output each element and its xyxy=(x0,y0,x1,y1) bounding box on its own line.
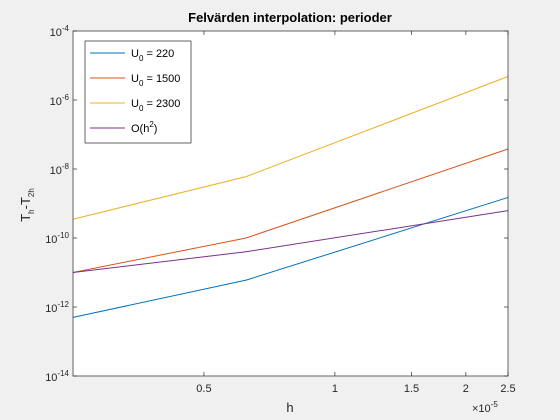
x-tick-label-1: 1 xyxy=(332,383,338,395)
legend-label-2: U0 = 2300 xyxy=(131,98,180,113)
legend-label-3: O(h2) xyxy=(131,120,157,135)
legend-label-0: U0 = 220 xyxy=(131,48,174,63)
legend-box xyxy=(84,40,192,144)
y-tick-label-4: 10-6 xyxy=(50,93,70,108)
y-tick-label-0: 10-14 xyxy=(45,369,69,384)
series-line-3 xyxy=(72,210,509,273)
series-line-2 xyxy=(72,76,509,220)
x-tick-label-4: 2.5 xyxy=(500,383,515,395)
chart-title: Felvärden interpolation: perioder xyxy=(188,10,392,25)
x-axis-label: h xyxy=(286,400,293,415)
series-line-0 xyxy=(72,196,509,318)
legend-label-1: U0 = 1500 xyxy=(131,73,180,88)
legend: U0 = 220 U0 = 1500 U0 = 2300 O(h2) xyxy=(84,40,192,144)
y-tick-label-1: 10-12 xyxy=(45,300,69,315)
y-tick-label-3: 10-8 xyxy=(50,162,70,177)
x-tick-label-0: 0.5 xyxy=(196,383,211,395)
y-tick-label-2: 10-10 xyxy=(45,231,69,246)
series-layer xyxy=(72,76,509,318)
x-multiplier: ×10-5 xyxy=(472,400,498,415)
x-tick-label-2: 1.5 xyxy=(404,383,419,395)
plot-frame xyxy=(72,30,509,377)
ticks-layer: 0.5 1 1.5 2 2.5 10-14 10-12 10-10 10-8 10-6 10-4 xyxy=(45,24,515,395)
series-line-1 xyxy=(72,148,509,273)
x-tick-label-3: 2 xyxy=(463,383,469,395)
y-axis-label: Th-T2h xyxy=(18,188,36,222)
y-tick-label-5: 10-4 xyxy=(50,24,70,39)
